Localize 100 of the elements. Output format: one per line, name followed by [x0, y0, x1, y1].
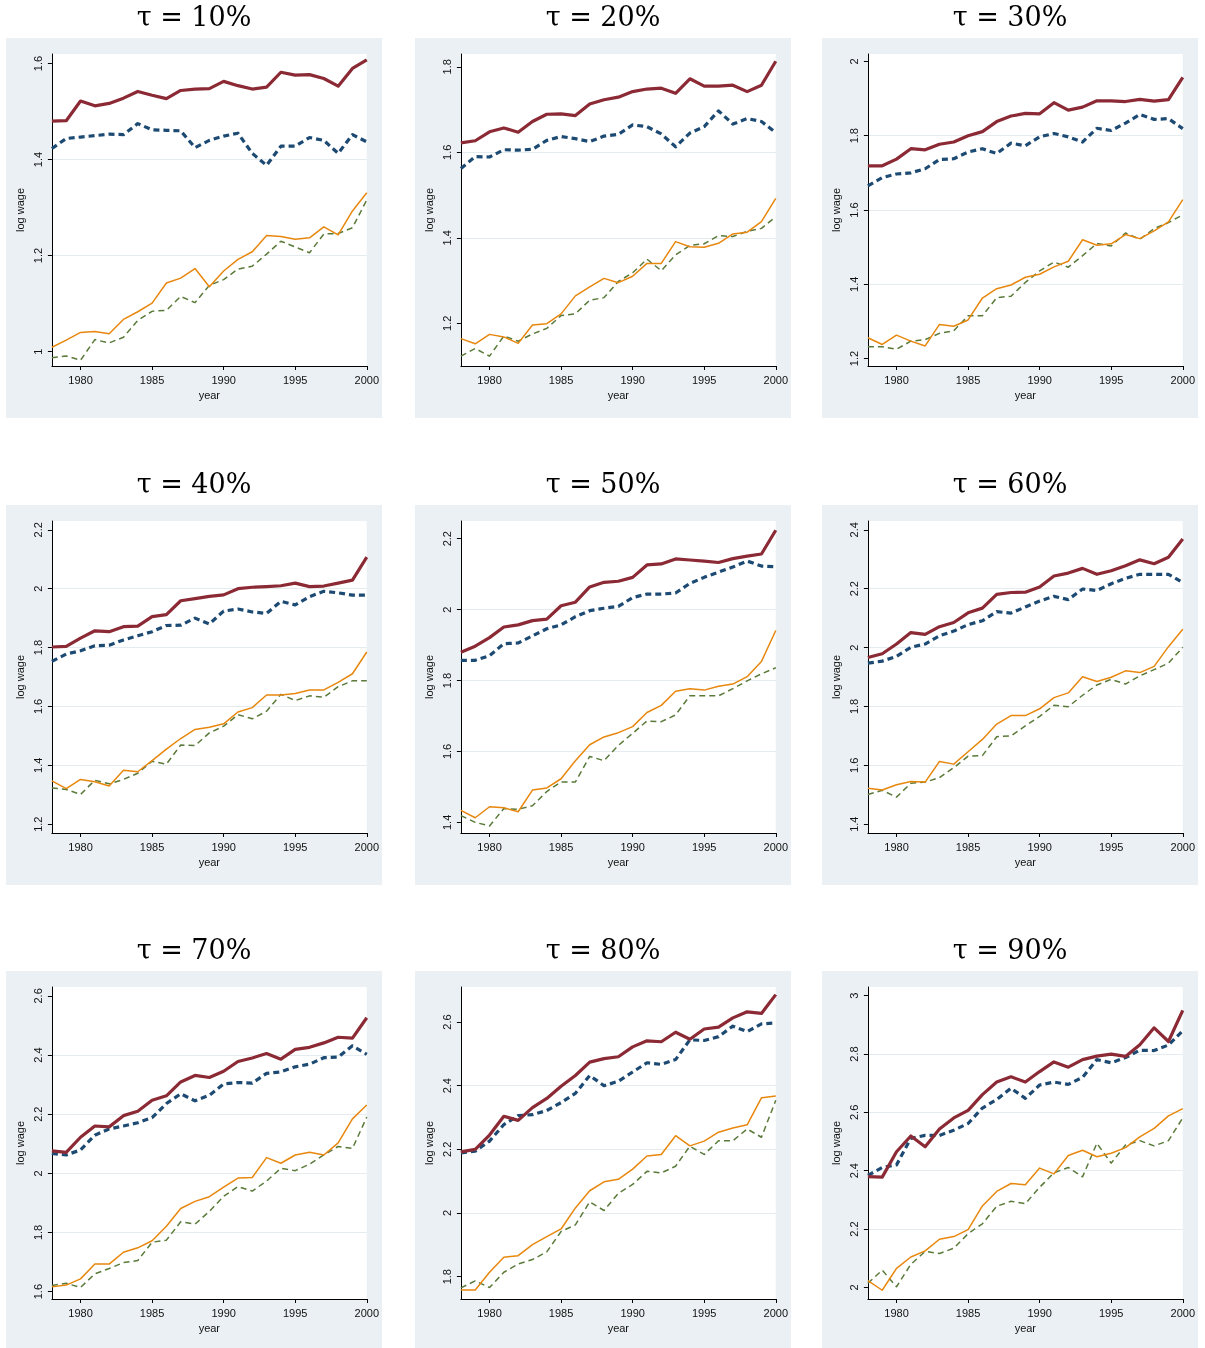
line-series: [459, 993, 778, 1154]
y-tick-label: 2: [32, 585, 45, 592]
x-axis-title: year: [1014, 389, 1037, 402]
y-tick-label: 1.8: [848, 698, 861, 715]
x-tick-label: 1980: [477, 840, 502, 853]
chart-title: τ = 70%: [135, 933, 253, 967]
x-tick-label: 1990: [620, 373, 645, 386]
chart-title: τ = 30%: [951, 0, 1069, 34]
y-tick-label: 2.2: [441, 1141, 454, 1158]
x-tick-label: 1980: [477, 1306, 502, 1319]
x-tick-label: 1980: [884, 1306, 909, 1319]
line-series: [50, 555, 369, 649]
line-series: [50, 1016, 369, 1154]
x-axis-title: year: [198, 1322, 221, 1335]
line-series: [51, 680, 368, 796]
line-series: [866, 112, 1185, 188]
y-axis-title: log wage: [829, 1120, 842, 1166]
x-axis-title: year: [198, 389, 221, 402]
x-tick-label: 1995: [691, 1306, 717, 1319]
y-tick-label: 2.2: [32, 522, 45, 538]
x-tick-label: 1980: [884, 840, 909, 853]
y-tick-label: 1.8: [32, 1224, 45, 1241]
x-tick-label: 1985: [955, 1306, 981, 1319]
x-tick-label: 1980: [68, 373, 93, 386]
line-series: [459, 59, 778, 145]
y-tick-label: 2.2: [848, 1221, 861, 1237]
y-tick-label: 1.6: [441, 144, 454, 160]
x-tick-label: 1990: [620, 1306, 645, 1319]
line-series: [866, 75, 1185, 168]
y-tick-label: 2.2: [848, 581, 861, 597]
y-tick-label: 1.6: [32, 1283, 45, 1300]
y-tick-label: 1.8: [441, 672, 454, 689]
y-tick-label: 2.4: [848, 522, 861, 538]
x-tick-label: 1990: [620, 840, 645, 853]
y-tick-label: 2.6: [32, 988, 45, 1004]
y-tick-label: 2.6: [848, 1104, 861, 1121]
x-tick-label: 2000: [1170, 373, 1196, 386]
y-tick-label: 1.6: [848, 202, 861, 218]
x-tick-label: 2000: [763, 840, 789, 853]
y-tick-label: 2: [848, 644, 861, 651]
chart-title: τ = 20%: [544, 0, 662, 34]
x-tick-label: 1985: [548, 373, 574, 386]
y-tick-label: 2: [441, 606, 454, 613]
y-tick-label: 2.2: [32, 1106, 45, 1122]
x-tick-label: 2000: [763, 373, 789, 386]
x-tick-label: 1985: [955, 373, 981, 386]
y-tick-label: 3: [848, 992, 861, 999]
y-axis-title: log wage: [829, 654, 842, 700]
y-tick-label: 1.6: [441, 743, 454, 760]
x-axis-title: year: [607, 1322, 630, 1335]
x-tick-label: 1980: [477, 373, 502, 386]
y-tick-label: 2.8: [848, 1046, 861, 1062]
line-series: [460, 629, 777, 819]
chart-title: τ = 50%: [544, 467, 662, 501]
y-tick-label: 1.8: [32, 639, 45, 656]
x-tick-label: 1995: [282, 373, 308, 386]
line-series: [459, 528, 778, 654]
x-axis-title: year: [198, 856, 221, 869]
line-series: [50, 1044, 369, 1157]
x-axis-title: year: [1014, 1322, 1037, 1335]
x-tick-label: 1980: [884, 373, 909, 386]
y-tick-label: 2: [441, 1209, 454, 1217]
line-series: [51, 651, 368, 790]
y-tick-label: 1.8: [848, 128, 861, 144]
line-series: [460, 667, 777, 827]
chart-title: τ = 80%: [544, 933, 662, 967]
line-series: [866, 537, 1185, 660]
x-tick-label: 1990: [211, 840, 236, 853]
y-tick-label: 1.4: [32, 151, 45, 168]
x-tick-label: 2000: [763, 1306, 789, 1319]
x-tick-label: 1990: [211, 373, 236, 386]
y-tick-label: 2: [848, 58, 861, 65]
x-axis-title: year: [607, 856, 630, 869]
chart-title: τ = 60%: [951, 467, 1069, 501]
y-tick-label: 1.2: [441, 315, 454, 331]
x-tick-label: 1990: [1027, 1306, 1052, 1319]
x-tick-label: 2000: [1170, 840, 1196, 853]
y-tick-label: 1.6: [848, 757, 861, 773]
y-tick-label: 2.6: [441, 1014, 454, 1030]
x-tick-label: 2000: [354, 373, 380, 386]
x-tick-label: 2000: [354, 840, 380, 853]
x-axis-title: year: [607, 389, 630, 402]
y-tick-label: 1.8: [441, 1269, 454, 1285]
y-tick-label: 1.4: [441, 814, 454, 831]
chart-title: τ = 10%: [135, 0, 253, 34]
y-tick-label: 1.2: [32, 816, 45, 832]
y-tick-label: 1.2: [32, 247, 45, 264]
line-series: [50, 58, 369, 123]
y-tick-label: 1.4: [848, 276, 861, 292]
y-axis-title: log wage: [422, 1120, 435, 1166]
x-tick-label: 1985: [139, 373, 165, 386]
x-tick-label: 1985: [139, 840, 165, 853]
y-tick-label: 2.4: [848, 1163, 861, 1179]
y-tick-label: 1.2: [848, 350, 861, 367]
y-axis-title: log wage: [422, 187, 435, 233]
x-tick-label: 1995: [691, 373, 717, 386]
y-tick-label: 1.4: [32, 757, 45, 773]
x-tick-label: 1995: [691, 840, 717, 853]
x-tick-label: 1980: [68, 1306, 93, 1319]
x-tick-label: 1990: [1027, 373, 1052, 386]
